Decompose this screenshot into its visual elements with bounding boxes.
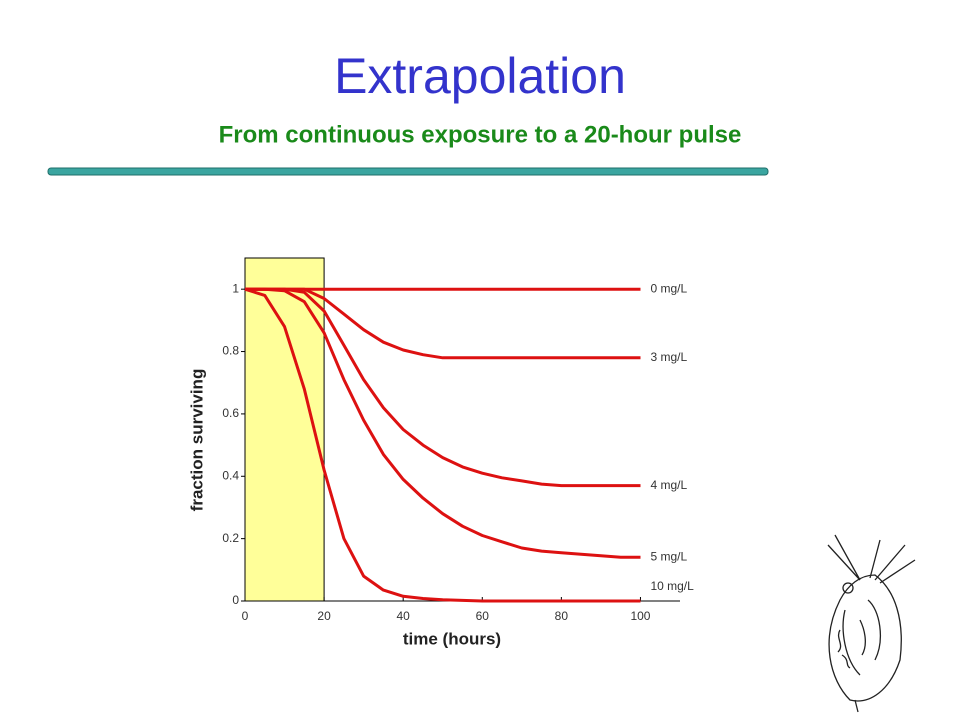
y-axis-label: fraction surviving — [187, 369, 206, 512]
survival-line — [245, 287, 641, 360]
x-tick-label: 80 — [555, 609, 569, 623]
y-tick-label: 0.6 — [222, 406, 239, 420]
slide-subtitle: From continuous exposure to a 20-hour pu… — [219, 121, 742, 148]
series-label: 10 mg/L — [650, 579, 694, 593]
pulse-region — [244, 257, 325, 602]
daphnia-sketch — [827, 534, 916, 713]
survival-line — [245, 287, 641, 488]
series-label: 4 mg/L — [650, 478, 687, 492]
x-tick-label: 60 — [476, 609, 490, 623]
y-tick-label: 1 — [232, 281, 239, 295]
series-label: 3 mg/L — [650, 350, 687, 364]
y-tick-label: 0.8 — [222, 344, 239, 358]
x-tick-label: 40 — [397, 609, 411, 623]
x-tick-label: 0 — [242, 609, 249, 623]
x-tick-label: 100 — [630, 609, 650, 623]
x-axis-label: time (hours) — [403, 629, 501, 648]
y-tick-label: 0.4 — [222, 468, 239, 482]
survival-line — [245, 287, 641, 559]
series-label: 5 mg/L — [650, 550, 687, 564]
y-tick-label: 0 — [232, 593, 239, 607]
survival-line — [244, 287, 641, 603]
y-tick-label: 0.2 — [222, 531, 239, 545]
title-rule — [47, 167, 769, 176]
x-tick-label: 20 — [317, 609, 331, 623]
slide-title: Extrapolation — [334, 48, 626, 104]
series-label: 0 mg/L — [650, 281, 687, 295]
